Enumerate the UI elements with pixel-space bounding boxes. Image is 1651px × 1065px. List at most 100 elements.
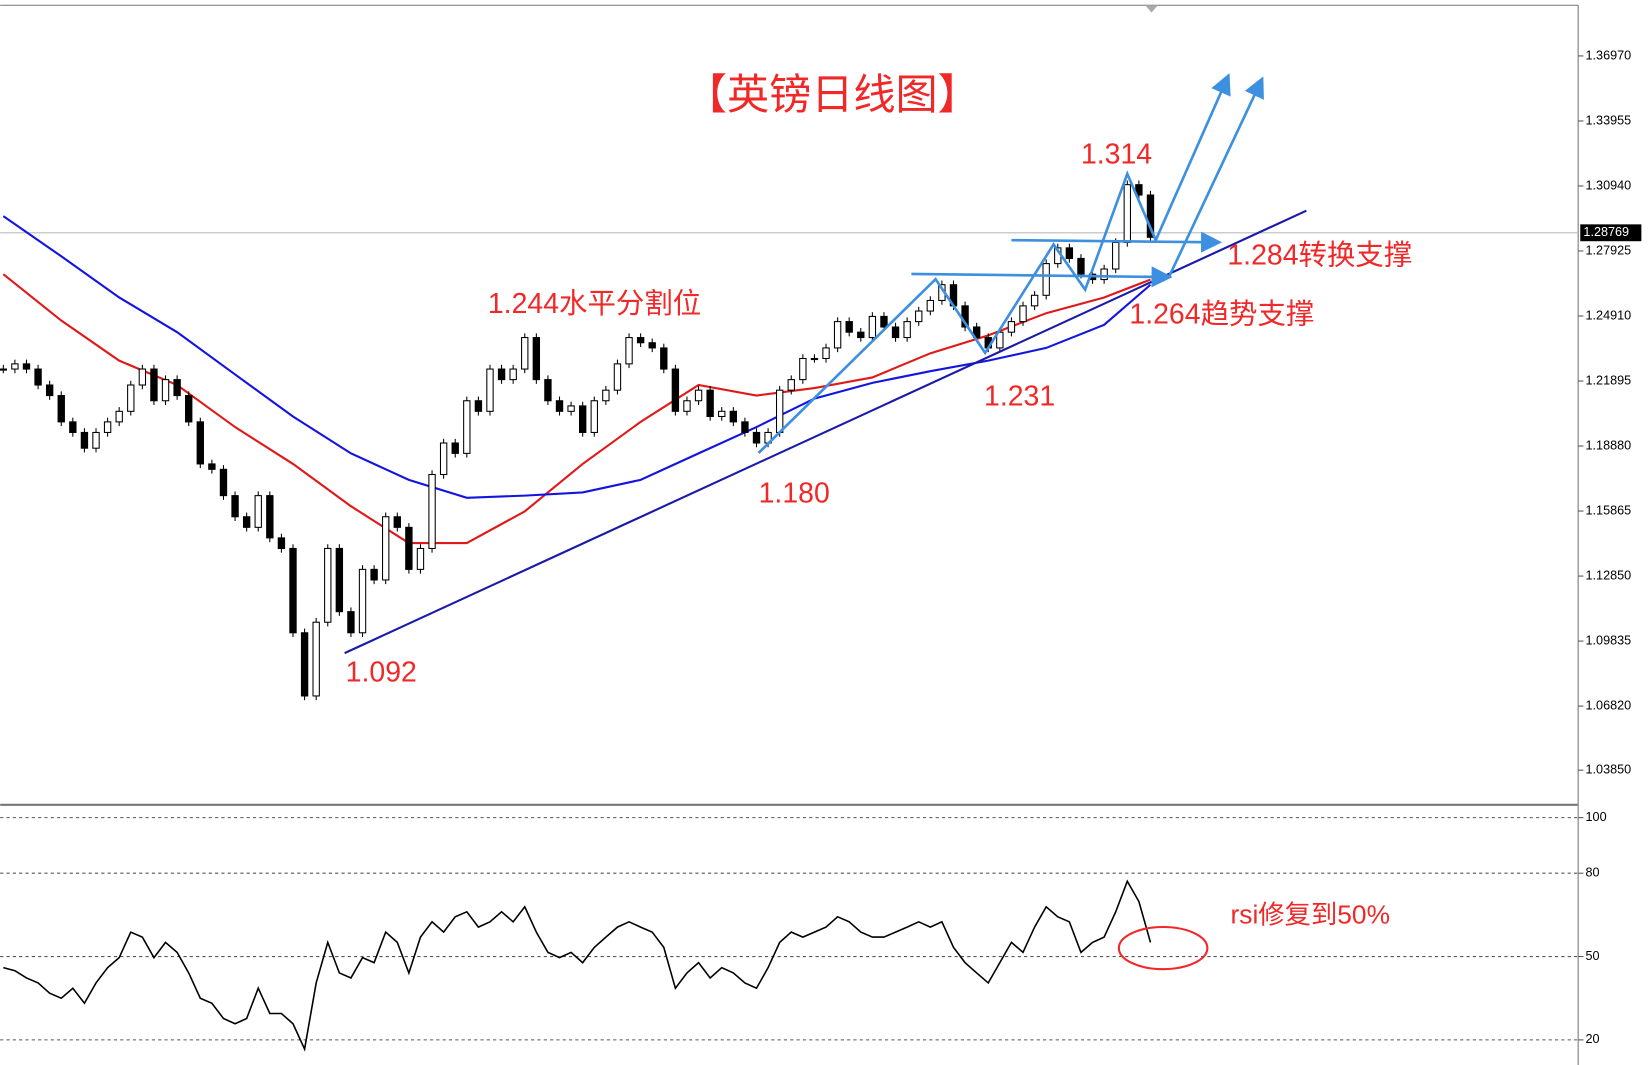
candle-body <box>799 357 807 381</box>
candle-body <box>1030 294 1039 307</box>
candle-body <box>903 321 911 339</box>
candle-body <box>718 410 726 418</box>
candle-body <box>22 363 31 370</box>
candle-body <box>880 315 888 328</box>
annotation: 1.092 <box>346 657 417 689</box>
moving-average <box>2 215 1152 499</box>
candle-body <box>521 337 529 370</box>
candle-body <box>1019 305 1027 323</box>
candle-body <box>555 400 564 412</box>
candle-body <box>266 495 274 539</box>
candle-body <box>810 357 819 361</box>
candle-body <box>45 384 54 397</box>
annotation: 1.244水平分割位 <box>488 288 701 320</box>
candle-body <box>1042 263 1050 296</box>
candle-body <box>857 331 865 339</box>
candle-body <box>1135 184 1143 196</box>
candle-body <box>497 368 506 381</box>
y-tick-label: 20 <box>1586 1032 1600 1046</box>
candle-body <box>509 368 517 381</box>
highlight-circle <box>1117 925 1209 971</box>
annotation: rsi修复到50% <box>1231 899 1390 929</box>
candle-body <box>185 395 193 423</box>
candle-body <box>242 516 251 528</box>
candle-body <box>92 431 100 449</box>
candle-body <box>196 421 204 465</box>
y-tick-label: 1.18880 <box>1586 438 1632 452</box>
candle-body <box>671 368 680 412</box>
candle-body <box>972 326 981 339</box>
candle-body <box>648 342 656 349</box>
annotation: 1.314 <box>1081 138 1152 170</box>
annotations: 【英镑日线图】 1.314 1.284转换支撑 1.244水平分割位 1.264… <box>344 71 1412 971</box>
y-tick-label: 1.30940 <box>1586 178 1632 192</box>
y-tick-label: 1.21895 <box>1586 373 1632 387</box>
candle-body <box>752 431 761 444</box>
candle-body <box>393 516 401 528</box>
candle-body <box>0 368 7 371</box>
candle-body <box>254 495 262 528</box>
candle-body <box>80 431 89 449</box>
y-tick-label: 1.03850 <box>1586 762 1632 776</box>
support-arrow <box>1011 231 1223 253</box>
annotation: 1.231 <box>984 381 1055 413</box>
candle-body <box>660 347 668 370</box>
candle-body <box>1123 184 1131 243</box>
y-tick-label: 1.36970 <box>1586 48 1632 62</box>
y-tick-label: 1.06820 <box>1586 698 1632 712</box>
y-tick-label: 1.27925 <box>1586 243 1632 257</box>
up-arrow <box>1154 73 1231 241</box>
candle-body <box>636 337 645 344</box>
candle-body <box>1065 247 1074 259</box>
candle-body <box>161 379 170 402</box>
candle-body <box>451 442 459 454</box>
candle-body <box>57 395 65 423</box>
candle-body <box>729 410 738 423</box>
candle-body <box>1100 268 1108 281</box>
candle-body <box>11 363 19 370</box>
rsi-line <box>3 879 1152 1052</box>
candle-body <box>463 400 471 454</box>
candle-body <box>683 400 691 412</box>
candle-body <box>277 537 286 549</box>
candle-body <box>1112 241 1120 270</box>
candle-body <box>1077 257 1085 275</box>
candle-body <box>625 337 633 365</box>
y-tick-label: 1.09835 <box>1586 633 1632 647</box>
candle-body <box>150 368 158 402</box>
chart-title: 【英镑日线图】 <box>685 71 980 118</box>
candle-body <box>370 568 378 581</box>
last-price-label: 1.28769 <box>1583 225 1629 239</box>
y-tick-label: 80 <box>1586 866 1600 880</box>
candle-body <box>103 421 112 433</box>
annotation: 1.264趋势支撑 <box>1129 299 1314 331</box>
candle-body <box>324 547 332 623</box>
candle-body <box>127 384 135 412</box>
candle-body <box>173 379 181 397</box>
candle-body <box>219 468 228 497</box>
candle-body <box>775 389 784 433</box>
candle-body <box>138 368 147 386</box>
y-tick-label: 1.12850 <box>1586 568 1632 582</box>
projection-arrows <box>757 73 1264 454</box>
candle-body <box>300 632 309 697</box>
data-layer: 1.36970 1.33955 1.30940 1.27925 1.24910 1.218… <box>0 48 1642 1052</box>
candle-body <box>208 463 216 470</box>
candle-body <box>706 389 714 418</box>
candle-body <box>382 516 390 581</box>
trend-line <box>344 209 1307 655</box>
candle-body <box>822 347 830 360</box>
candle-body <box>532 337 541 381</box>
candle-body <box>1007 321 1016 333</box>
candle-body <box>34 368 42 386</box>
candle-body <box>833 321 842 349</box>
candle-body <box>567 405 575 412</box>
candle-body <box>1146 194 1155 238</box>
candle-body <box>312 621 320 697</box>
y-tick-label: 100 <box>1586 810 1607 824</box>
candle-body <box>868 315 877 339</box>
up-arrow <box>1168 76 1264 277</box>
candle-body <box>347 611 355 634</box>
zigzag <box>757 170 1157 454</box>
